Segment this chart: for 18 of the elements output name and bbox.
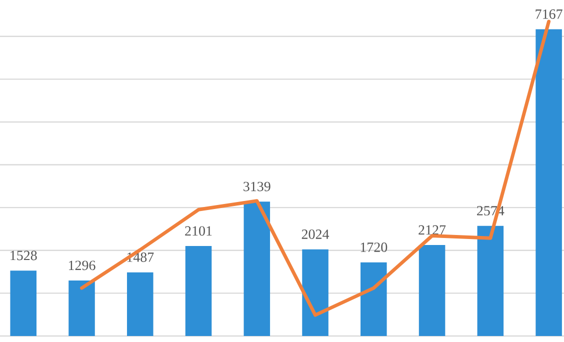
data-label: 2024 [302,230,330,239]
bar [536,29,562,336]
data-label: 1528 [10,250,37,260]
bar [477,226,504,336]
bar [360,262,387,336]
data-label: 2127 [418,225,446,235]
data-label: 2101 [185,226,212,236]
bar [418,244,446,336]
bar [302,249,328,336]
data-label: 1720 [360,242,388,252]
data-label: 3139 [244,182,270,192]
bar [244,202,270,336]
bar [68,280,95,336]
data-label: 1296 [68,260,96,270]
bar [185,246,212,336]
data-label: 7167 [536,9,562,19]
bar [10,270,36,336]
bar [126,272,154,336]
